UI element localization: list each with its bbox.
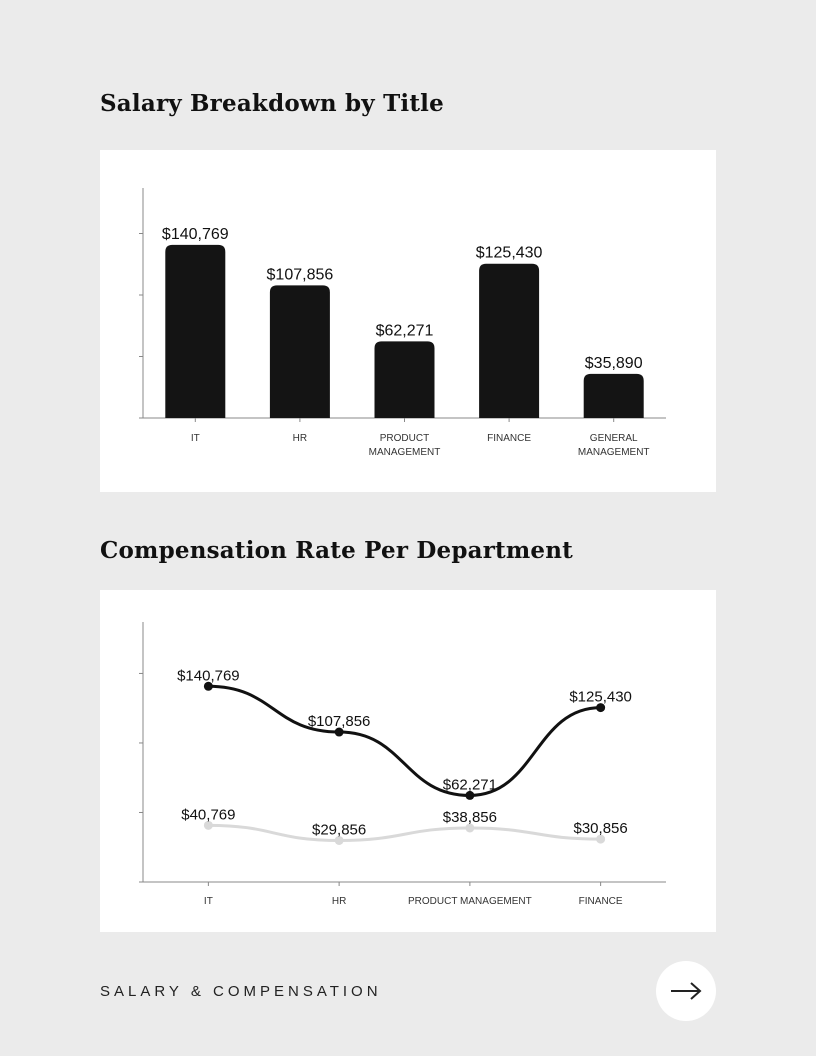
bar-chart-card: $140,769 IT $107,856 HR $62,271 PRODUCT MANAGE… xyxy=(100,150,716,492)
bar xyxy=(479,263,540,418)
bar xyxy=(269,285,330,418)
bar xyxy=(583,373,644,418)
x-tick-label: IT xyxy=(191,433,200,444)
bar xyxy=(165,244,226,418)
x-tick-label: GENERAL xyxy=(590,433,638,444)
data-label: $29,856 xyxy=(312,821,366,838)
x-tick-label: MANAGEMENT xyxy=(578,447,650,458)
x-tick-label: FINANCE xyxy=(579,896,623,907)
data-label: $30,856 xyxy=(574,820,628,837)
series-line xyxy=(208,684,601,797)
line-chart: IT HR PRODUCT MANAGEMENT FINANCE $40,769 $29,… xyxy=(139,622,666,907)
data-label: $107,856 xyxy=(267,266,334,283)
data-label: $38,856 xyxy=(443,809,497,826)
data-point xyxy=(203,681,213,691)
line-chart-title: Compensation Rate Per Department xyxy=(100,537,573,564)
data-point xyxy=(334,727,344,737)
next-button[interactable] xyxy=(656,961,716,1021)
line-chart-card: IT HR PRODUCT MANAGEMENT FINANCE $40,769 $29,… xyxy=(100,590,716,932)
footer-label: SALARY & COMPENSATION xyxy=(100,983,382,1000)
x-tick-label: IT xyxy=(204,896,213,907)
data-label: $140,769 xyxy=(177,667,240,684)
data-point xyxy=(203,820,213,830)
data-point xyxy=(596,703,606,713)
bar-chart: $140,769 IT $107,856 HR $62,271 PRODUCT MANAGE… xyxy=(139,188,666,458)
x-tick-label: PRODUCT MANAGEMENT xyxy=(408,896,532,907)
x-tick-label: HR xyxy=(332,896,346,907)
data-label: $140,769 xyxy=(162,226,229,243)
data-label: $107,856 xyxy=(308,713,371,730)
data-point xyxy=(334,835,344,845)
data-point xyxy=(465,790,475,800)
series-line xyxy=(208,823,601,842)
data-label: $40,769 xyxy=(181,806,235,823)
data-label: $62,271 xyxy=(443,776,497,793)
data-point xyxy=(465,823,475,833)
bar-chart-title: Salary Breakdown by Title xyxy=(100,90,444,117)
data-label: $35,890 xyxy=(585,355,643,372)
x-tick-label: FINANCE xyxy=(487,433,531,444)
data-label: $125,430 xyxy=(569,689,632,706)
x-tick-label: HR xyxy=(293,433,307,444)
arrow-right-icon xyxy=(671,982,702,1000)
x-tick-label: PRODUCT xyxy=(380,433,429,444)
bar xyxy=(374,341,435,418)
data-label: $62,271 xyxy=(376,322,434,339)
data-label: $125,430 xyxy=(476,245,543,262)
data-point xyxy=(596,834,606,844)
x-tick-label: MANAGEMENT xyxy=(369,447,441,458)
